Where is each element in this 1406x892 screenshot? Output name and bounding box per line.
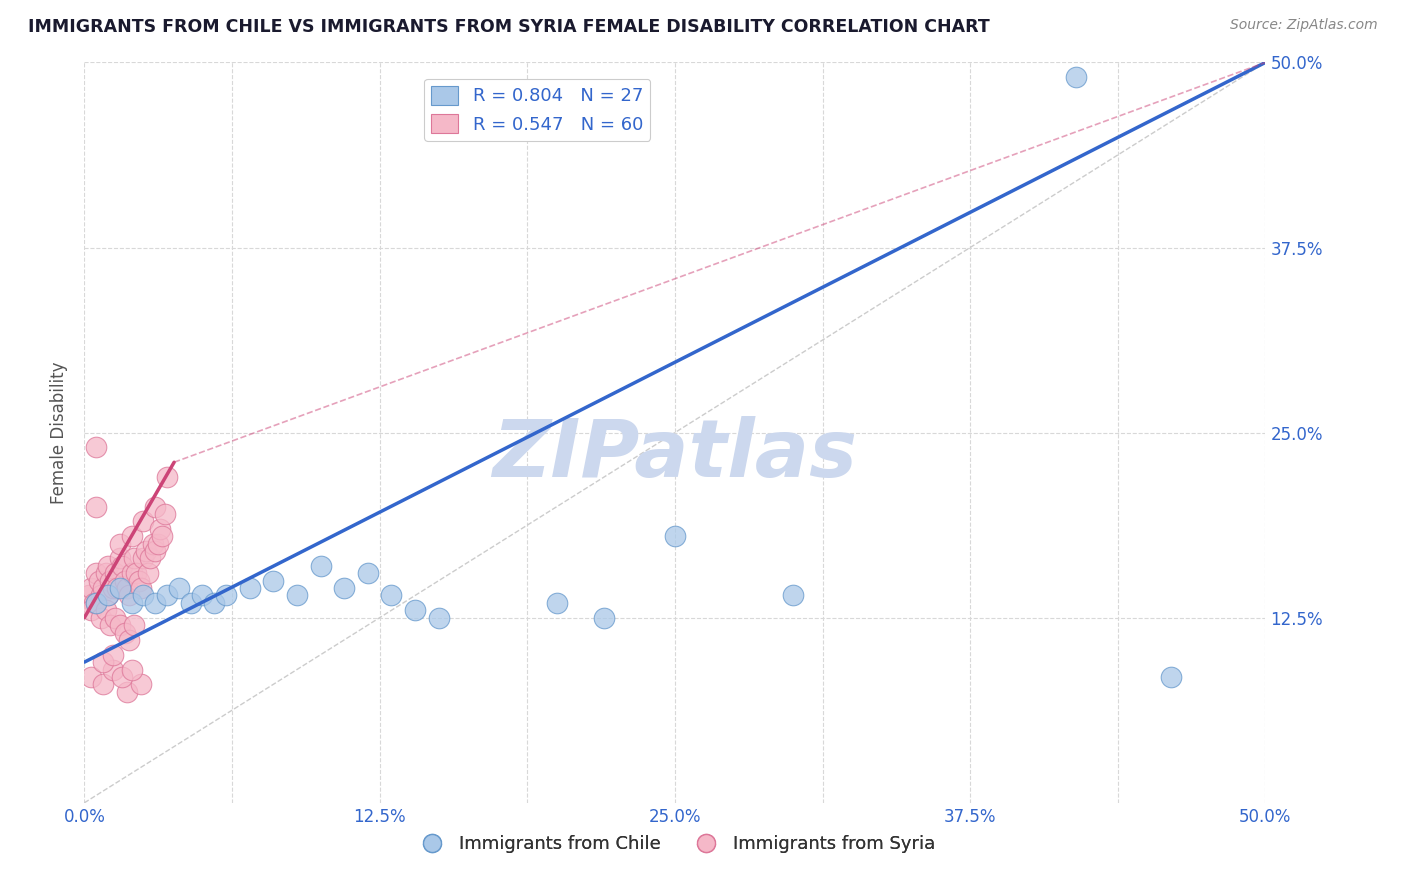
Point xyxy=(156,470,179,484)
Point xyxy=(404,603,426,617)
Text: ZIPatlas: ZIPatlas xyxy=(492,416,858,494)
Point xyxy=(262,574,284,588)
Point xyxy=(108,536,131,550)
Point xyxy=(97,589,120,603)
Point xyxy=(136,566,159,581)
Point xyxy=(101,663,124,677)
Point xyxy=(108,618,131,632)
Point xyxy=(107,581,129,595)
Point xyxy=(125,566,148,581)
Point xyxy=(114,574,136,588)
Point xyxy=(80,603,103,617)
Point xyxy=(664,529,686,543)
Point xyxy=(1066,70,1088,85)
Point xyxy=(94,603,117,617)
Point xyxy=(180,596,202,610)
Point xyxy=(121,529,143,543)
Legend: Immigrants from Chile, Immigrants from Syria: Immigrants from Chile, Immigrants from S… xyxy=(406,828,943,861)
Point xyxy=(122,551,145,566)
Point xyxy=(143,544,166,558)
Point xyxy=(115,685,138,699)
Point xyxy=(98,574,121,588)
Point xyxy=(285,589,308,603)
Point xyxy=(94,566,117,581)
Text: IMMIGRANTS FROM CHILE VS IMMIGRANTS FROM SYRIA FEMALE DISABILITY CORRELATION CHA: IMMIGRANTS FROM CHILE VS IMMIGRANTS FROM… xyxy=(28,18,990,36)
Point xyxy=(108,551,131,566)
Point xyxy=(135,544,157,558)
Point xyxy=(91,581,114,595)
Text: Source: ZipAtlas.com: Source: ZipAtlas.com xyxy=(1230,18,1378,32)
Point xyxy=(143,596,166,610)
Point xyxy=(80,670,103,684)
Point xyxy=(132,551,155,566)
Point xyxy=(191,589,214,603)
Point xyxy=(143,500,166,514)
Point xyxy=(84,596,107,610)
Point xyxy=(121,566,143,581)
Point xyxy=(357,566,380,581)
Point xyxy=(149,522,172,536)
Point xyxy=(114,625,136,640)
Point xyxy=(83,596,105,610)
Point xyxy=(84,566,107,581)
Point xyxy=(104,610,127,624)
Point xyxy=(115,581,138,595)
Point xyxy=(90,589,112,603)
Point xyxy=(128,574,150,588)
Point xyxy=(101,581,124,595)
Point xyxy=(77,589,100,603)
Point xyxy=(121,663,143,677)
Y-axis label: Female Disability: Female Disability xyxy=(51,361,69,504)
Point xyxy=(132,515,155,529)
Point xyxy=(333,581,356,595)
Point xyxy=(98,618,121,632)
Point xyxy=(97,589,120,603)
Point xyxy=(427,610,450,624)
Point xyxy=(142,536,165,550)
Point xyxy=(111,670,134,684)
Point xyxy=(167,581,190,595)
Point xyxy=(121,596,143,610)
Point xyxy=(546,596,568,610)
Point xyxy=(129,581,152,595)
Point xyxy=(84,441,107,455)
Point xyxy=(118,632,141,647)
Point xyxy=(156,589,179,603)
Point xyxy=(84,596,107,610)
Point xyxy=(101,648,124,662)
Point xyxy=(1160,670,1182,684)
Point xyxy=(139,551,162,566)
Point xyxy=(782,589,804,603)
Point xyxy=(104,566,127,581)
Point xyxy=(380,589,402,603)
Point xyxy=(146,536,169,550)
Point xyxy=(90,610,112,624)
Point xyxy=(118,589,141,603)
Point xyxy=(84,500,107,514)
Point xyxy=(215,589,238,603)
Point xyxy=(150,529,173,543)
Point xyxy=(309,558,332,573)
Point xyxy=(91,677,114,691)
Point xyxy=(122,618,145,632)
Point xyxy=(108,581,131,595)
Point xyxy=(111,558,134,573)
Point xyxy=(91,655,114,669)
Point xyxy=(153,507,176,521)
Point xyxy=(97,558,120,573)
Point xyxy=(87,574,110,588)
Point xyxy=(129,677,152,691)
Point xyxy=(202,596,225,610)
Point xyxy=(239,581,262,595)
Point xyxy=(80,581,103,595)
Point xyxy=(132,589,155,603)
Point xyxy=(593,610,616,624)
